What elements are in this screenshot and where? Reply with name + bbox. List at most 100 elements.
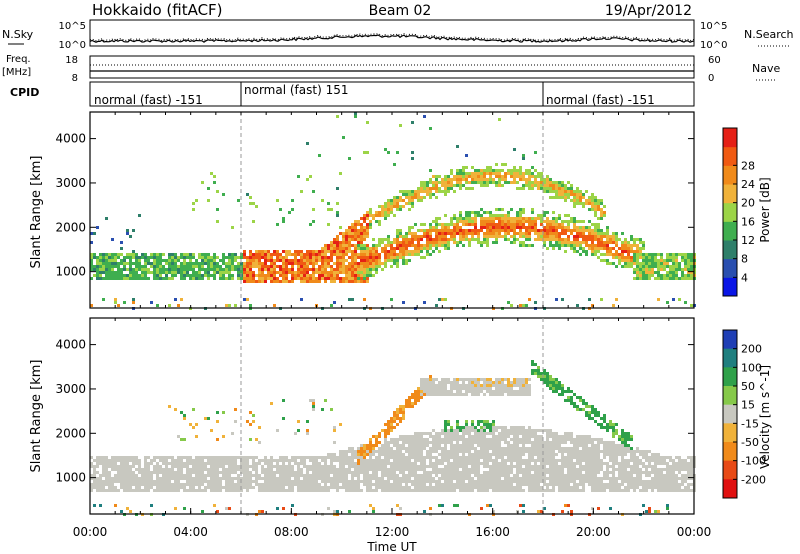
velocity-cell <box>501 429 504 432</box>
power-cell <box>177 256 180 259</box>
velocity-cell <box>471 390 474 393</box>
power-cell <box>243 256 246 259</box>
velocity-cell <box>243 468 246 471</box>
velocity-cell <box>282 489 285 492</box>
power-cell <box>417 238 420 241</box>
velocity-cell <box>114 480 117 483</box>
power-cell <box>504 217 507 220</box>
velocity-cell <box>291 504 294 507</box>
power-cell <box>690 274 693 277</box>
velocity-cell <box>177 471 180 474</box>
power-cell <box>558 184 561 187</box>
velocity-cell <box>429 435 432 438</box>
power-cell <box>420 196 423 199</box>
power-cell <box>564 226 567 229</box>
power-cell <box>339 226 342 229</box>
power-cell <box>123 265 126 268</box>
velocity-cell <box>486 483 489 486</box>
power-cell <box>582 235 585 238</box>
velocity-cell <box>333 480 336 483</box>
power-cell <box>144 259 147 262</box>
power-cell <box>564 190 567 193</box>
power-cell <box>423 232 426 235</box>
velocity-cell <box>483 462 486 465</box>
power-cell <box>387 238 390 241</box>
velocity-cell <box>459 471 462 474</box>
velocity-cell <box>423 462 426 465</box>
velocity-cell <box>387 420 390 423</box>
power-cell <box>396 202 399 205</box>
velocity-cell <box>402 468 405 471</box>
velocity-cell <box>117 465 120 468</box>
power-cell <box>156 265 159 268</box>
velocity-cell <box>483 477 486 480</box>
velocity-cell <box>264 483 267 486</box>
velocity-cell <box>453 384 456 387</box>
velocity-cell <box>399 471 402 474</box>
velocity-cell <box>102 471 105 474</box>
velocity-cell <box>480 429 483 432</box>
velocity-cell <box>456 480 459 483</box>
velocity-cell <box>246 474 249 477</box>
velocity-cell <box>210 486 213 489</box>
velocity-cell <box>288 465 291 468</box>
velocity-cell <box>357 471 360 474</box>
velocity-cell <box>441 450 444 453</box>
power-cell <box>234 256 237 259</box>
power-cell <box>366 253 369 256</box>
power-cell <box>330 250 333 253</box>
velocity-cell <box>231 462 234 465</box>
velocity-cell <box>351 459 354 462</box>
velocity-cell <box>168 477 171 480</box>
velocity-cell <box>402 453 405 456</box>
velocity-cell <box>465 468 468 471</box>
power-cell <box>351 271 354 274</box>
power-cell <box>300 262 303 265</box>
velocity-cell <box>531 369 534 372</box>
velocity-cell <box>414 432 417 435</box>
velocity-cell <box>435 393 438 396</box>
velocity-cell <box>234 462 237 465</box>
velocity-cell <box>444 429 447 432</box>
power-cell <box>129 253 132 256</box>
velocity-cell <box>120 459 123 462</box>
power-cell <box>636 262 639 265</box>
power-cell <box>408 238 411 241</box>
nsky-tick-bottom: 10^0 <box>59 40 86 51</box>
velocity-cell <box>279 477 282 480</box>
power-cell <box>366 247 369 250</box>
velocity-cell <box>432 387 435 390</box>
velocity-cell <box>537 375 540 378</box>
velocity-cell <box>480 420 483 423</box>
power-cell <box>333 277 336 280</box>
velocity-cell <box>465 387 468 390</box>
velocity-cell <box>177 468 180 471</box>
power-cell <box>468 211 471 214</box>
velocity-cell <box>546 471 549 474</box>
velocity-cell <box>477 432 480 435</box>
velocity-cell <box>420 477 423 480</box>
power-cell <box>255 256 258 259</box>
velocity-cell <box>471 441 474 444</box>
power-cell <box>609 253 612 256</box>
power-cell <box>477 214 480 217</box>
velocity-cell <box>426 456 429 459</box>
power-cell <box>336 241 339 244</box>
power-cell <box>306 274 309 277</box>
velocity-cell <box>312 459 315 462</box>
velocity-cell <box>303 489 306 492</box>
velocity-cell <box>519 456 522 459</box>
power-cell <box>375 250 378 253</box>
velocity-cell <box>486 390 489 393</box>
power-cell <box>450 217 453 220</box>
velocity-cell <box>420 483 423 486</box>
power-cell <box>432 220 435 223</box>
velocity-cell <box>468 447 471 450</box>
velocity-cell <box>495 471 498 474</box>
velocity-cell <box>444 489 447 492</box>
power-cell <box>660 256 663 259</box>
velocity-cell <box>501 474 504 477</box>
velocity-cell <box>429 474 432 477</box>
power-cell <box>333 250 336 253</box>
power-cell <box>216 271 219 274</box>
